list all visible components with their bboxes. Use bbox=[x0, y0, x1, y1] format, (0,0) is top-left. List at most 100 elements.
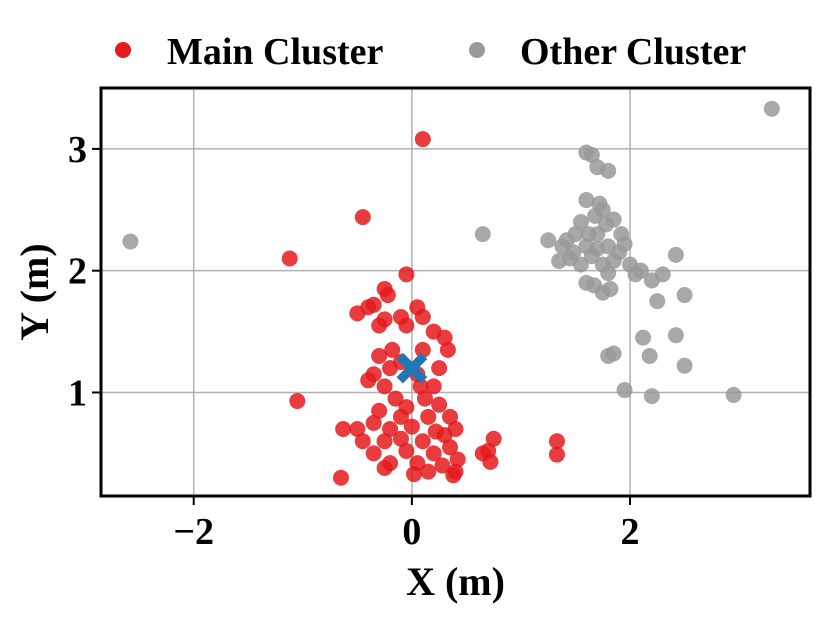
point-main-cluster bbox=[349, 305, 366, 322]
point-other-cluster bbox=[474, 226, 491, 243]
point-main-cluster bbox=[414, 433, 431, 450]
point-other-cluster bbox=[587, 207, 604, 224]
y-tick-label: 3 bbox=[68, 129, 87, 171]
point-main-cluster bbox=[416, 390, 433, 407]
point-other-cluster bbox=[627, 266, 644, 283]
point-main-cluster bbox=[445, 467, 462, 484]
point-main-cluster bbox=[485, 430, 502, 447]
point-main-cluster bbox=[548, 433, 565, 450]
point-main-cluster bbox=[442, 439, 459, 456]
point-main-cluster bbox=[332, 469, 349, 486]
point-other-cluster bbox=[605, 252, 622, 269]
point-main-cluster bbox=[360, 372, 377, 389]
grid bbox=[101, 88, 810, 496]
point-main-cluster bbox=[439, 341, 456, 358]
point-main-cluster bbox=[365, 445, 382, 462]
point-main-cluster bbox=[449, 451, 466, 468]
point-main-cluster bbox=[335, 421, 352, 438]
point-other-cluster bbox=[600, 347, 617, 364]
point-other-cluster bbox=[600, 265, 617, 282]
point-other-cluster bbox=[616, 382, 633, 399]
x-tick-label: 0 bbox=[402, 511, 421, 553]
point-main-cluster bbox=[376, 459, 393, 476]
point-main-cluster bbox=[414, 308, 431, 325]
point-main-cluster bbox=[414, 341, 431, 358]
y-tick-label: 1 bbox=[68, 372, 87, 414]
point-other-cluster bbox=[763, 100, 780, 117]
point-main-cluster bbox=[382, 421, 399, 438]
point-main-cluster bbox=[354, 433, 371, 450]
point-main-cluster bbox=[371, 347, 388, 364]
y-tick-label: 2 bbox=[68, 251, 87, 293]
point-main-cluster bbox=[387, 390, 404, 407]
legend-marker-other-cluster bbox=[469, 42, 485, 58]
point-other-cluster bbox=[676, 357, 693, 374]
point-main-cluster bbox=[434, 457, 451, 474]
y-axis-title: Y (m) bbox=[12, 243, 57, 340]
point-main-cluster bbox=[376, 433, 393, 450]
point-main-cluster bbox=[398, 442, 415, 459]
point-main-cluster bbox=[425, 445, 442, 462]
point-other-cluster bbox=[643, 272, 660, 289]
center-x-marker bbox=[396, 352, 428, 384]
center-marker-layer bbox=[396, 352, 428, 384]
legend: Main Cluster Other Cluster bbox=[115, 31, 746, 73]
plot-frame bbox=[99, 86, 812, 498]
legend-label-main-cluster: Main Cluster bbox=[167, 31, 384, 73]
point-main-cluster bbox=[431, 360, 448, 377]
point-main-cluster bbox=[376, 378, 393, 395]
point-other-cluster bbox=[635, 329, 652, 346]
point-main-cluster bbox=[420, 408, 437, 425]
point-main-cluster bbox=[431, 396, 448, 413]
point-main-cluster bbox=[406, 466, 423, 483]
point-other-cluster bbox=[580, 226, 597, 243]
x-tick-label: 2 bbox=[621, 511, 640, 553]
point-other-cluster bbox=[667, 327, 684, 344]
point-main-cluster bbox=[425, 378, 442, 395]
point-main-cluster bbox=[379, 287, 396, 304]
ticks: −2 0 2 1 2 3 bbox=[68, 129, 640, 553]
point-other-cluster bbox=[643, 388, 660, 405]
point-main-cluster bbox=[403, 418, 420, 435]
point-main-cluster bbox=[398, 317, 415, 334]
point-main-cluster bbox=[281, 250, 298, 267]
point-main-cluster bbox=[420, 463, 437, 480]
point-main-cluster bbox=[371, 402, 388, 419]
point-other-cluster bbox=[725, 386, 742, 403]
point-main-cluster bbox=[371, 317, 388, 334]
point-other-cluster bbox=[594, 284, 611, 301]
point-main-cluster bbox=[482, 453, 499, 470]
point-other-cluster bbox=[572, 213, 589, 230]
point-main-cluster bbox=[398, 399, 415, 416]
point-other-cluster bbox=[122, 233, 139, 250]
legend-marker-main-cluster bbox=[115, 42, 131, 58]
point-main-cluster bbox=[427, 423, 444, 440]
point-main-cluster bbox=[382, 360, 399, 377]
point-other-cluster bbox=[572, 256, 589, 273]
x-tick-label: −2 bbox=[173, 511, 214, 553]
point-other-cluster bbox=[667, 246, 684, 263]
point-main-cluster bbox=[436, 329, 453, 346]
point-other-cluster bbox=[649, 293, 666, 310]
point-main-cluster bbox=[354, 209, 371, 226]
point-main-cluster bbox=[412, 378, 429, 395]
point-main-cluster bbox=[384, 341, 401, 358]
point-main-cluster bbox=[414, 131, 431, 148]
point-other-cluster bbox=[598, 216, 615, 233]
point-other-cluster bbox=[616, 235, 633, 252]
point-main-cluster bbox=[349, 421, 366, 438]
point-main-cluster bbox=[398, 266, 415, 283]
point-main-cluster bbox=[548, 446, 565, 463]
point-other-cluster bbox=[578, 192, 595, 209]
legend-label-other-cluster: Other Cluster bbox=[520, 31, 746, 73]
point-main-cluster bbox=[392, 430, 409, 447]
point-other-cluster bbox=[676, 287, 693, 304]
point-other-cluster bbox=[540, 232, 557, 249]
point-other-cluster bbox=[583, 146, 600, 163]
point-other-cluster bbox=[583, 248, 600, 265]
point-other-cluster bbox=[600, 162, 617, 179]
point-main-cluster bbox=[289, 393, 306, 410]
point-other-cluster bbox=[551, 252, 568, 269]
